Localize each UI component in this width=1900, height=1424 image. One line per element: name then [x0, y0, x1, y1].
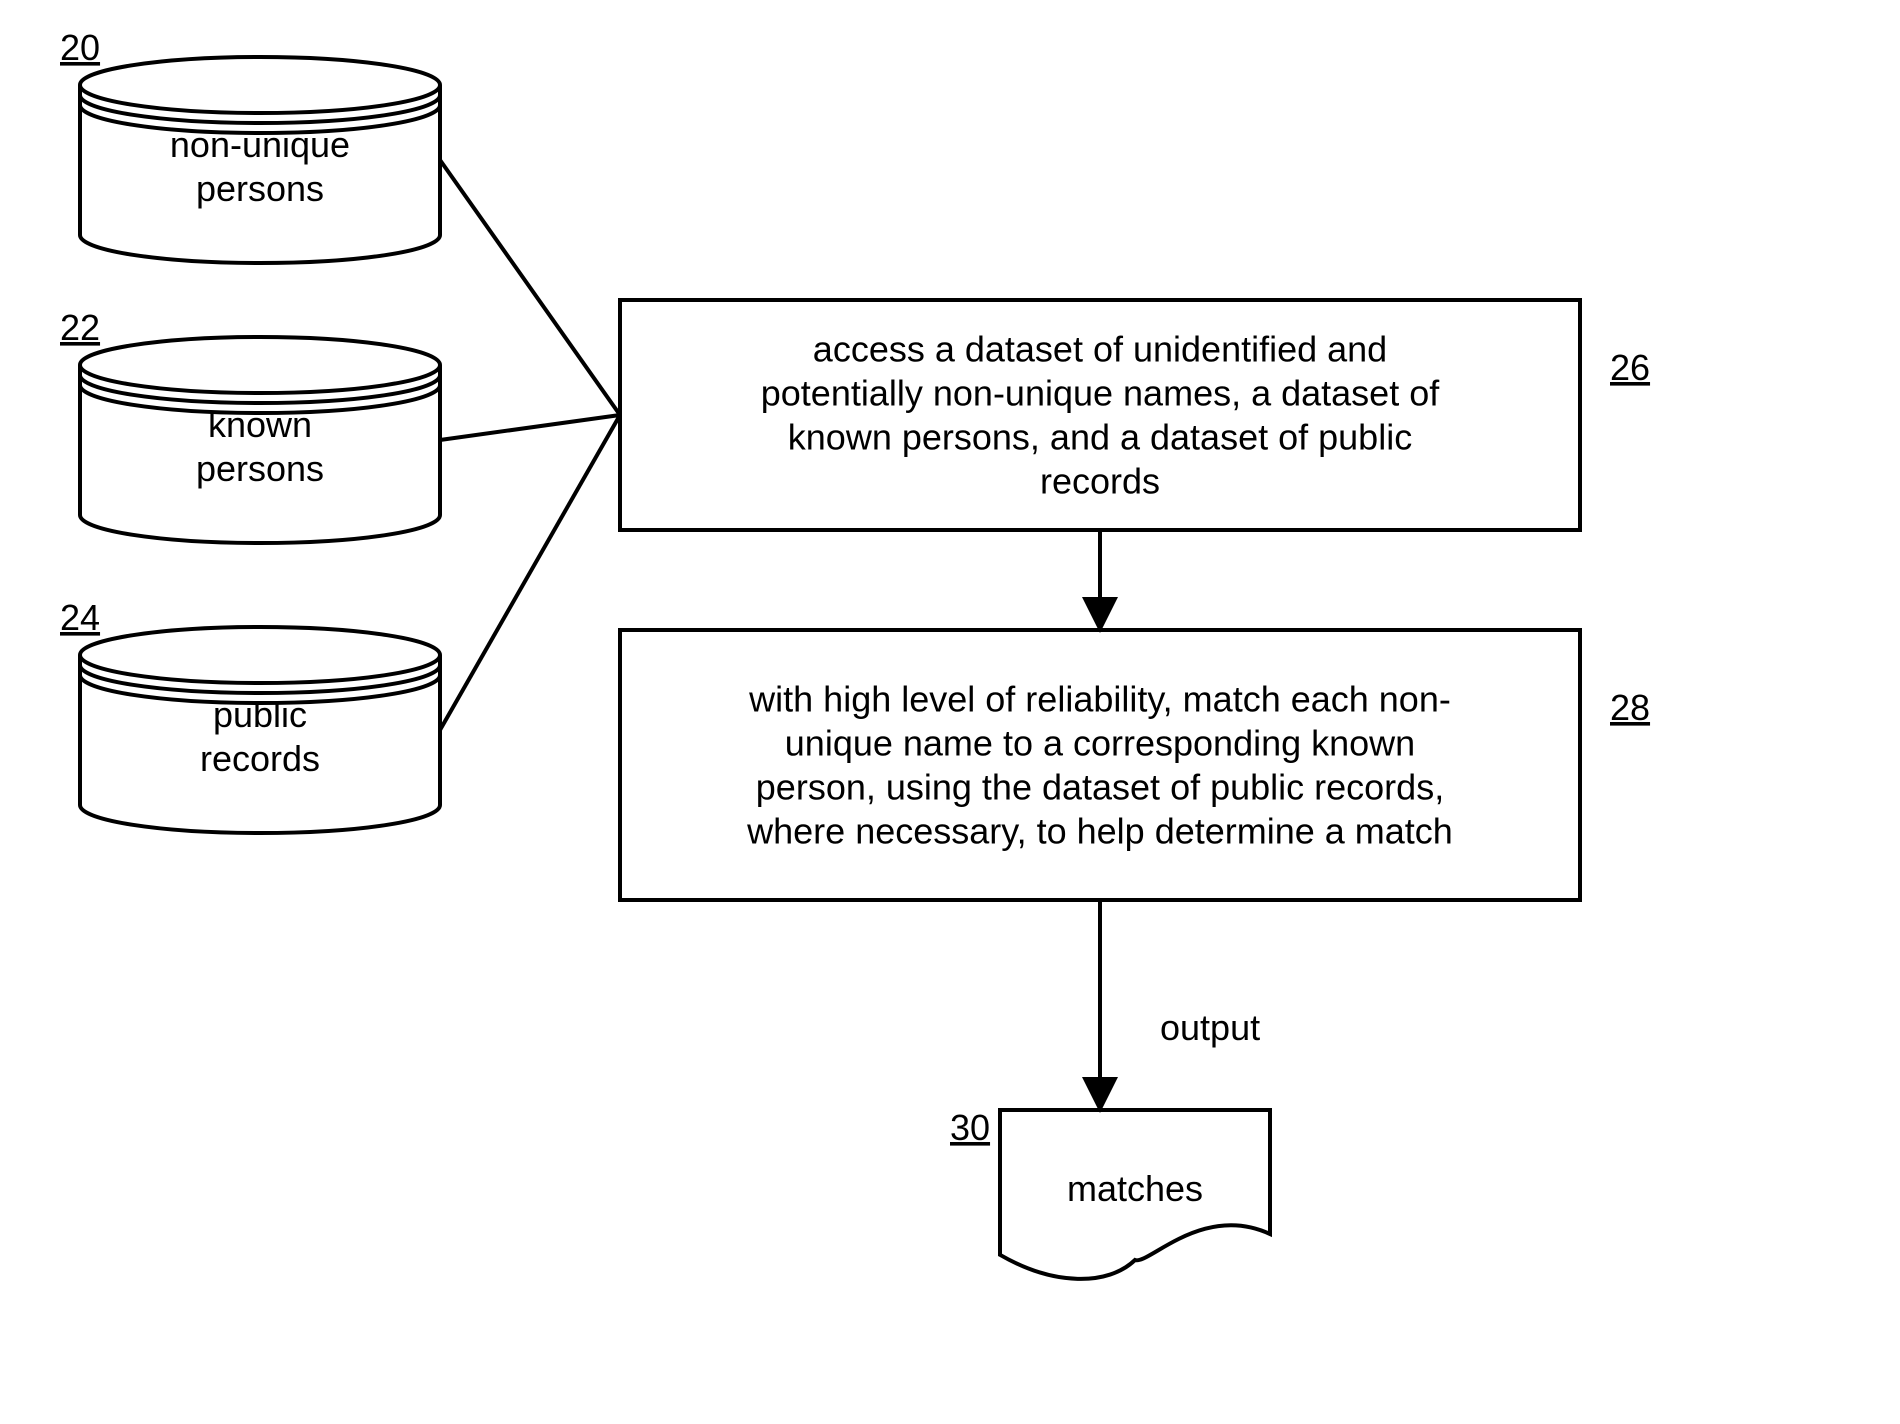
doc-matches-ref: 30	[950, 1107, 990, 1148]
proc-match-ref: 28	[1610, 687, 1650, 728]
db-public-ref: 24	[60, 597, 100, 638]
edge-db-non-unique-to-proc-access	[440, 160, 620, 415]
db-public: publicrecords	[80, 627, 440, 833]
proc-match: with high level of reliability, match ea…	[620, 630, 1580, 900]
doc-matches: matches	[1000, 1110, 1270, 1279]
proc-access: access a dataset of unidentified andpote…	[620, 300, 1580, 530]
edge-label-proc-match-doc-matches: output	[1160, 1007, 1260, 1048]
db-known-ref: 22	[60, 307, 100, 348]
db-non-unique-ref: 20	[60, 27, 100, 68]
doc-matches-label: matches	[1067, 1168, 1203, 1209]
proc-access-ref: 26	[1610, 347, 1650, 388]
edge-db-public-to-proc-access	[440, 415, 620, 730]
db-non-unique: non-uniquepersons	[80, 57, 440, 263]
edge-db-known-to-proc-access	[440, 415, 620, 440]
db-known: knownpersons	[80, 337, 440, 543]
